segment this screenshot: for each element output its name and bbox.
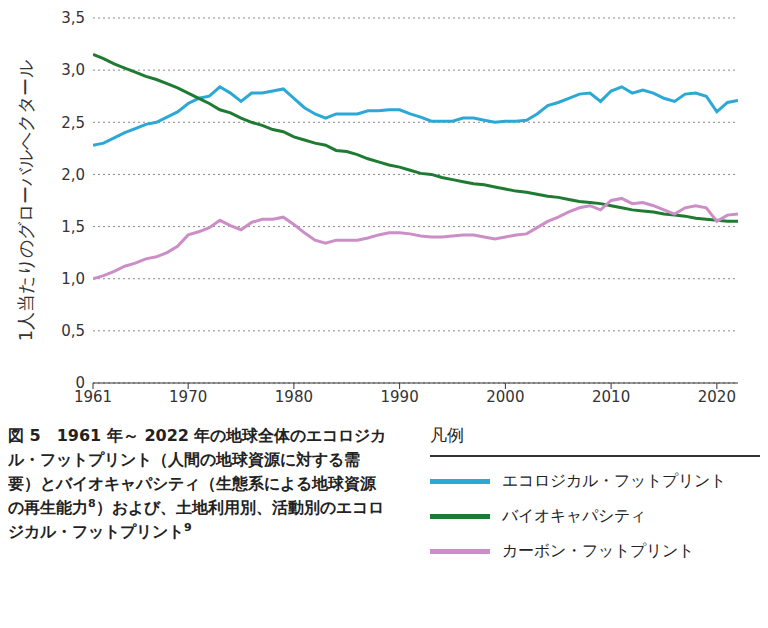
svg-text:1990: 1990 xyxy=(381,388,419,406)
html-text:図 5 1961 年～ 2022 年の地球全体のエコロジカル: 図 5 1961 年～ 2022 年の地球全体のエコロジカル・フットプリント（人… xyxy=(8,426,387,542)
svg-text:0,5: 0,5 xyxy=(61,322,85,340)
svg-text:2010: 2010 xyxy=(592,388,630,406)
svg-text:2,0: 2,0 xyxy=(61,166,85,184)
svg-text:2020: 2020 xyxy=(698,388,736,406)
svg-text:0: 0 xyxy=(75,374,85,392)
svg-text:3,5: 3,5 xyxy=(61,9,85,27)
svg-text:1人当たりのグローバルヘクタール: 1人当たりのグローバルヘクタール xyxy=(15,60,36,341)
svg-text:1961: 1961 xyxy=(73,387,113,406)
svg-text:2000: 2000 xyxy=(486,388,524,406)
svg-text:1,5: 1,5 xyxy=(61,218,85,236)
html-text:凡例: 凡例 xyxy=(430,425,464,445)
html-text:エコロジカル・フットプリント: エコロジカル・フットプリント xyxy=(502,471,726,490)
svg-text:2,5: 2,5 xyxy=(61,114,85,132)
svg-text:1970: 1970 xyxy=(169,388,207,406)
html-text:バイオキャパシティ: バイオキャパシティ xyxy=(502,506,646,525)
svg-text:3,0: 3,0 xyxy=(61,61,85,79)
svg-text:1,0: 1,0 xyxy=(61,270,85,288)
html-text:カーボン・フットプリント: カーボン・フットプリント xyxy=(502,541,694,560)
svg-text:1980: 1980 xyxy=(275,388,313,406)
